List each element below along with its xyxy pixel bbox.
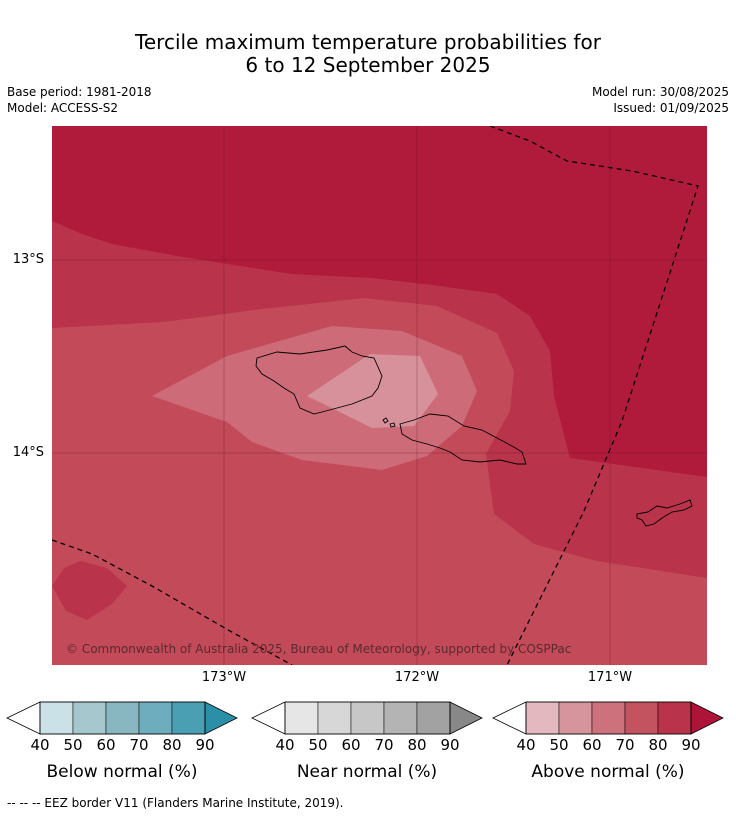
colorbar-segment <box>657 701 692 735</box>
above-normal-title: Above normal (%) <box>531 762 685 782</box>
lat-label-14s: 14°S <box>12 445 44 460</box>
colorbar-segment <box>39 701 74 735</box>
colorbar-segment <box>558 701 593 735</box>
title-line-2: 6 to 12 September 2025 <box>245 53 491 77</box>
map-title: Tercile maximum temperature probabilitie… <box>0 31 736 77</box>
samoa-islands <box>255 345 693 527</box>
probability-map: © Commonwealth of Australia 2025, Bureau… <box>52 126 707 665</box>
savaii-island <box>255 345 383 415</box>
meta-right: Model run: 30/08/2025 Issued: 01/09/2025 <box>592 84 729 116</box>
map-canvas: © Commonwealth of Australia 2025, Bureau… <box>52 126 707 665</box>
colorbar-segment <box>138 701 173 735</box>
colorbar-segment <box>624 701 659 735</box>
colorbar-tick-label: 90 <box>681 736 700 754</box>
colorbar-under-arrow <box>6 701 41 735</box>
near-normal-colorbar: 40 50 60 70 80 90 <box>251 701 483 754</box>
eez-border-footnote: -- -- -- EEZ border V11 (Flanders Marine… <box>7 796 344 810</box>
colorbar-segment <box>525 701 560 735</box>
lon-label-173w: 173°W <box>201 670 247 685</box>
colorbar-tick-label: 60 <box>96 736 115 754</box>
copyright-notice: © Commonwealth of Australia 2025, Bureau… <box>66 642 571 656</box>
colorbar-over-arrow <box>449 701 483 735</box>
title-line-1: Tercile maximum temperature probabilitie… <box>135 30 601 54</box>
colorbar-segment <box>317 701 352 735</box>
apolima-islet <box>382 417 389 424</box>
colorbar-over-arrow <box>204 701 238 735</box>
issued-date: Issued: 01/09/2025 <box>613 101 729 115</box>
colorbar-segment <box>171 701 206 735</box>
colorbar-segment <box>383 701 418 735</box>
colorbar-tick-label: 80 <box>648 736 667 754</box>
colorbar-tick-label: 90 <box>195 736 214 754</box>
tutuila-island <box>636 499 693 527</box>
colorbar-under-arrow <box>251 701 286 735</box>
colorbar-tick-label: 90 <box>440 736 459 754</box>
graticule <box>52 126 707 665</box>
manono-islet <box>389 422 396 428</box>
meta-left: Base period: 1981-2018 Model: ACCESS-S2 <box>7 84 152 116</box>
model-name: Model: ACCESS-S2 <box>7 101 119 115</box>
colorbar-segment <box>591 701 626 735</box>
above-80-patch <box>52 561 127 620</box>
colorbar-under-arrow <box>492 701 527 735</box>
colorbar-tick-label: 70 <box>374 736 393 754</box>
above-normal-colorbar: 40 50 60 70 80 90 <box>492 701 724 754</box>
upolu-island <box>399 413 527 465</box>
colorbar-tick-label: 50 <box>308 736 327 754</box>
colorbar-tick-label: 80 <box>407 736 426 754</box>
colorbar-segment <box>284 701 319 735</box>
lon-label-171w: 171°W <box>587 670 633 685</box>
colorbar-tick-label: 40 <box>275 736 294 754</box>
eez-border <box>52 126 699 665</box>
colorbar-tick-label: 70 <box>615 736 634 754</box>
colorbar-tick-label: 70 <box>129 736 148 754</box>
colorbar-segment <box>350 701 385 735</box>
above-90-region <box>52 126 707 477</box>
colorbar-segment <box>105 701 140 735</box>
colorbar-over-arrow <box>690 701 724 735</box>
above-50-region <box>307 354 438 428</box>
lon-label-172w: 172°W <box>394 670 440 685</box>
base-period: Base period: 1981-2018 <box>7 85 152 99</box>
colorbar-tick-label: 40 <box>30 736 49 754</box>
colorbar-tick-label: 80 <box>162 736 181 754</box>
near-normal-title: Near normal (%) <box>296 762 438 782</box>
below-normal-colorbar: 40 50 60 70 80 90 <box>6 701 238 754</box>
lat-label-13s: 13°S <box>12 252 44 267</box>
model-run: Model run: 30/08/2025 <box>591 85 729 99</box>
colorbar-tick-label: 50 <box>63 736 82 754</box>
colorbar-segment <box>416 701 451 735</box>
below-normal-title: Below normal (%) <box>46 762 198 782</box>
colorbar-tick-label: 60 <box>582 736 601 754</box>
colorbar-tick-label: 40 <box>516 736 535 754</box>
colorbar-tick-label: 50 <box>549 736 568 754</box>
colorbar-segment <box>72 701 107 735</box>
colorbar-tick-label: 60 <box>341 736 360 754</box>
